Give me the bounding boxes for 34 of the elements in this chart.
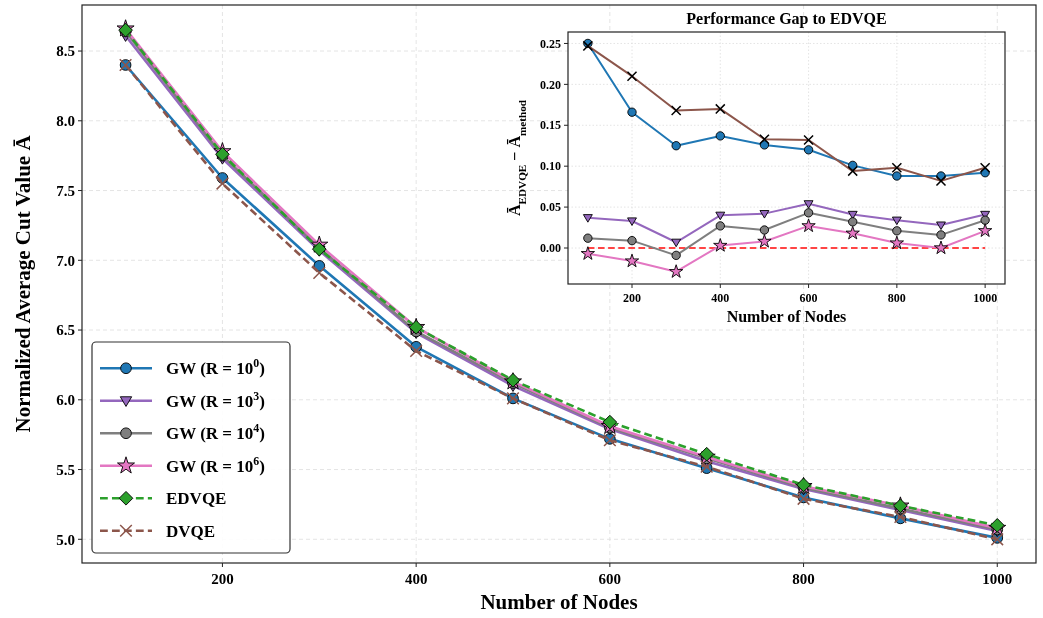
legend-label: DVQE [166,521,216,541]
legend-label: GW (R = 10$^{3}$) [166,388,265,411]
y-tick-label: 6.0 [56,392,75,409]
legend-label: EDVQE [166,489,227,509]
x-tick-label: 800 [887,291,906,305]
y-tick-label: 8.0 [56,113,75,130]
y-tick-label: 0.00 [540,241,561,256]
y-tick-label: 0.20 [540,77,561,92]
y-tick-label: 7.0 [56,252,75,269]
x-axis-title: Number of Nodes [726,308,847,325]
x-tick-label: 1000 [973,291,998,305]
x-tick-label: 200 [623,291,642,305]
y-tick-label: 0.10 [540,159,561,174]
y-tick-label: 7.5 [56,182,75,199]
y-tick-label: 6.5 [56,322,75,339]
y-tick-label: 0.25 [540,36,561,51]
x-tick-label: 200 [211,571,234,587]
x-tick-label: 600 [598,571,622,587]
legend-label: GW (R = 10$^{6}$) [166,453,265,476]
x-tick-label: 400 [404,571,428,587]
y-tick-label: 0.15 [540,118,561,133]
y-axis-title: Normalized Average Cut Value Ā [11,134,35,433]
y-tick-label: 0.05 [540,200,561,215]
legend-label: GW (R = 10$^{4}$) [166,421,265,444]
y-tick-label: 8.5 [56,43,75,60]
chart-title: Performance Gap to EDVQE [686,10,887,28]
legend-label: GW (R = 10$^{0}$) [166,356,265,379]
x-tick-label: 400 [711,291,730,305]
x-tick-label: 600 [799,291,818,305]
x-axis-title: Number of Nodes [480,590,638,614]
x-tick-label: 1000 [982,571,1013,587]
x-tick-label: 800 [792,571,815,587]
y-tick-label: 5.5 [56,461,75,478]
y-tick-label: 5.0 [56,531,75,548]
